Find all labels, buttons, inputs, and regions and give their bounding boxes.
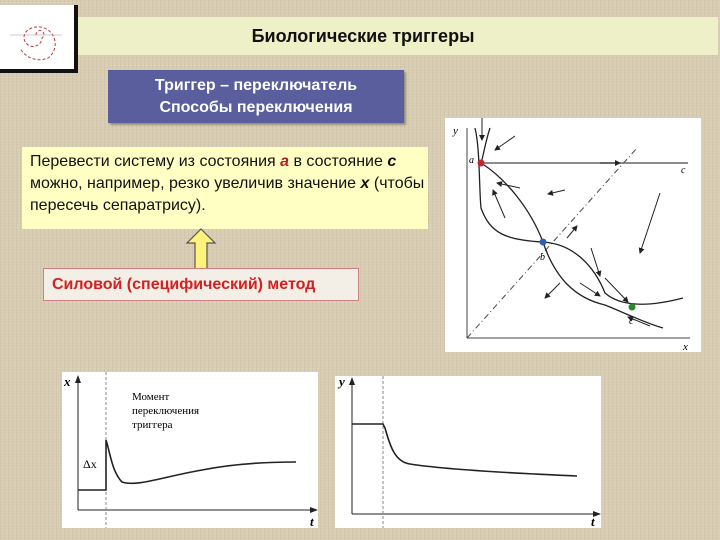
x-curve <box>78 439 297 491</box>
spiral-logo-icon <box>10 26 62 61</box>
title-band: Биологические триггеры <box>78 17 718 55</box>
description-text: в состояние <box>289 153 388 170</box>
x-axis-label: x <box>682 341 688 352</box>
separatrix <box>466 147 638 339</box>
logo <box>0 5 78 73</box>
y-axis-label: y <box>337 376 345 389</box>
method-box: Силовой (специфический) метод <box>43 268 359 301</box>
var-x: x <box>360 175 370 192</box>
slide-title: Биологические триггеры <box>251 25 475 46</box>
point-c <box>628 303 636 311</box>
description-text: (чтобы пересечь сепаратрису). <box>30 175 425 214</box>
isocline-2 <box>480 127 664 329</box>
y-axis-label: y <box>452 125 458 137</box>
point-b <box>539 238 547 246</box>
phase-diagram: y x a b c c <box>445 118 701 353</box>
state-a: a <box>280 153 290 170</box>
label-a: a <box>469 155 474 166</box>
y-time-plot: y t <box>337 374 601 529</box>
delta-x-label: Δx <box>83 457 97 471</box>
x-axis-label: t <box>310 514 314 528</box>
subtitle-box: Триггер – переключатель Способы переключ… <box>108 70 404 123</box>
subtitle-line-1: Триггер – переключатель <box>154 76 358 94</box>
chart-x-vs-t: x t Δx Момент переключения триггера <box>62 372 318 529</box>
y-axis-label: x <box>63 374 71 389</box>
point-a <box>477 159 485 167</box>
phase-portrait: y x a b c c <box>452 118 690 353</box>
up-arrow-icon <box>186 228 216 270</box>
description-text: можно, например, резко увеличив значение <box>30 175 361 192</box>
chart-y-vs-t: y t <box>335 374 601 529</box>
method-label: Силовой (специфический) метод <box>52 275 316 293</box>
annotation-line-3: триггера <box>132 419 173 431</box>
flow-arrows <box>479 118 661 327</box>
description-text: Перевести систему из состояния <box>30 153 281 170</box>
x-axis-label: t <box>591 514 595 528</box>
annotation-line-2: переключения <box>132 405 199 417</box>
subtitle-line-2: Способы переключения <box>159 98 353 116</box>
state-c: c <box>387 153 397 170</box>
annotation-line-1: Момент <box>132 391 170 403</box>
description-box: Перевести систему из состояния a в состо… <box>22 147 428 229</box>
x-time-plot: x t Δx Момент переключения триггера <box>63 372 318 529</box>
label-b: b <box>540 252 545 263</box>
label-c: c <box>629 316 634 327</box>
label-c-end: c <box>681 165 686 176</box>
y-curve <box>352 423 578 477</box>
